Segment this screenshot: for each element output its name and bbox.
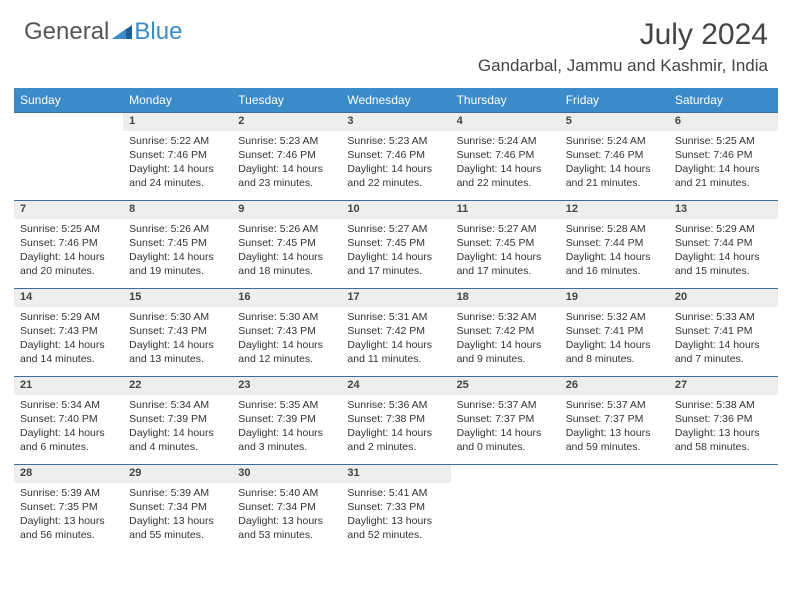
day-content-cell: Sunrise: 5:23 AMSunset: 7:46 PMDaylight:… [341,131,450,201]
day-content-cell: Sunrise: 5:23 AMSunset: 7:46 PMDaylight:… [232,131,341,201]
day-number-cell: 29 [123,465,232,483]
day-header: Tuesday [232,88,341,113]
logo: GeneralBlue [24,18,182,46]
day-content-cell: Sunrise: 5:32 AMSunset: 7:42 PMDaylight:… [451,307,560,377]
day-number-cell: 16 [232,289,341,307]
day-header: Sunday [14,88,123,113]
day-header: Wednesday [341,88,450,113]
day-number-cell: 12 [560,201,669,219]
content-row: Sunrise: 5:34 AMSunset: 7:40 PMDaylight:… [14,395,778,465]
day-number-cell [451,465,560,483]
day-number-cell: 7 [14,201,123,219]
day-content-cell: Sunrise: 5:24 AMSunset: 7:46 PMDaylight:… [451,131,560,201]
day-content-cell [560,483,669,553]
day-number-cell: 5 [560,113,669,131]
day-header: Thursday [451,88,560,113]
daynum-row: 123456 [14,113,778,131]
day-content-cell: Sunrise: 5:30 AMSunset: 7:43 PMDaylight:… [232,307,341,377]
day-number-cell: 10 [341,201,450,219]
day-number-cell: 28 [14,465,123,483]
day-header-row: SundayMondayTuesdayWednesdayThursdayFrid… [14,88,778,113]
day-content-cell: Sunrise: 5:36 AMSunset: 7:38 PMDaylight:… [341,395,450,465]
day-number-cell [669,465,778,483]
day-content-cell: Sunrise: 5:25 AMSunset: 7:46 PMDaylight:… [14,219,123,289]
day-content-cell: Sunrise: 5:29 AMSunset: 7:43 PMDaylight:… [14,307,123,377]
day-content-cell [669,483,778,553]
day-content-cell: Sunrise: 5:25 AMSunset: 7:46 PMDaylight:… [669,131,778,201]
day-number-cell: 1 [123,113,232,131]
day-content-cell [451,483,560,553]
day-number-cell: 24 [341,377,450,395]
day-number-cell: 6 [669,113,778,131]
day-number-cell: 30 [232,465,341,483]
day-content-cell: Sunrise: 5:22 AMSunset: 7:46 PMDaylight:… [123,131,232,201]
day-number-cell: 26 [560,377,669,395]
day-content-cell [14,131,123,201]
logo-triangle-icon [112,18,132,46]
content-row: Sunrise: 5:29 AMSunset: 7:43 PMDaylight:… [14,307,778,377]
day-content-cell: Sunrise: 5:33 AMSunset: 7:41 PMDaylight:… [669,307,778,377]
daynum-row: 28293031 [14,465,778,483]
day-content-cell: Sunrise: 5:34 AMSunset: 7:40 PMDaylight:… [14,395,123,465]
day-content-cell: Sunrise: 5:32 AMSunset: 7:41 PMDaylight:… [560,307,669,377]
daynum-row: 21222324252627 [14,377,778,395]
day-number-cell: 9 [232,201,341,219]
day-number-cell: 21 [14,377,123,395]
content-row: Sunrise: 5:22 AMSunset: 7:46 PMDaylight:… [14,131,778,201]
daynum-row: 78910111213 [14,201,778,219]
day-content-cell: Sunrise: 5:28 AMSunset: 7:44 PMDaylight:… [560,219,669,289]
day-header: Saturday [669,88,778,113]
logo-part1: General [24,18,109,46]
day-header: Monday [123,88,232,113]
day-content-cell: Sunrise: 5:30 AMSunset: 7:43 PMDaylight:… [123,307,232,377]
month-title: July 2024 [478,18,768,52]
day-number-cell: 19 [560,289,669,307]
day-number-cell: 27 [669,377,778,395]
day-content-cell: Sunrise: 5:40 AMSunset: 7:34 PMDaylight:… [232,483,341,553]
calendar-table: SundayMondayTuesdayWednesdayThursdayFrid… [14,88,778,553]
day-content-cell: Sunrise: 5:27 AMSunset: 7:45 PMDaylight:… [451,219,560,289]
logo-part2: Blue [111,18,182,46]
day-content-cell: Sunrise: 5:27 AMSunset: 7:45 PMDaylight:… [341,219,450,289]
day-header: Friday [560,88,669,113]
day-content-cell: Sunrise: 5:26 AMSunset: 7:45 PMDaylight:… [123,219,232,289]
day-number-cell: 17 [341,289,450,307]
day-number-cell: 2 [232,113,341,131]
day-number-cell: 13 [669,201,778,219]
day-number-cell [560,465,669,483]
day-number-cell: 31 [341,465,450,483]
day-number-cell: 3 [341,113,450,131]
location: Gandarbal, Jammu and Kashmir, India [478,56,768,76]
day-content-cell: Sunrise: 5:39 AMSunset: 7:34 PMDaylight:… [123,483,232,553]
day-number-cell: 20 [669,289,778,307]
daynum-row: 14151617181920 [14,289,778,307]
day-content-cell: Sunrise: 5:39 AMSunset: 7:35 PMDaylight:… [14,483,123,553]
day-content-cell: Sunrise: 5:29 AMSunset: 7:44 PMDaylight:… [669,219,778,289]
day-number-cell: 4 [451,113,560,131]
content-row: Sunrise: 5:25 AMSunset: 7:46 PMDaylight:… [14,219,778,289]
day-content-cell: Sunrise: 5:24 AMSunset: 7:46 PMDaylight:… [560,131,669,201]
day-number-cell: 18 [451,289,560,307]
title-block: July 2024 Gandarbal, Jammu and Kashmir, … [478,18,768,76]
day-content-cell: Sunrise: 5:31 AMSunset: 7:42 PMDaylight:… [341,307,450,377]
day-number-cell: 22 [123,377,232,395]
content-row: Sunrise: 5:39 AMSunset: 7:35 PMDaylight:… [14,483,778,553]
day-number-cell: 11 [451,201,560,219]
day-number-cell: 15 [123,289,232,307]
day-number-cell: 14 [14,289,123,307]
day-content-cell: Sunrise: 5:35 AMSunset: 7:39 PMDaylight:… [232,395,341,465]
day-content-cell: Sunrise: 5:34 AMSunset: 7:39 PMDaylight:… [123,395,232,465]
day-content-cell: Sunrise: 5:41 AMSunset: 7:33 PMDaylight:… [341,483,450,553]
header: GeneralBlue July 2024 Gandarbal, Jammu a… [0,0,792,82]
day-content-cell: Sunrise: 5:37 AMSunset: 7:37 PMDaylight:… [560,395,669,465]
day-content-cell: Sunrise: 5:26 AMSunset: 7:45 PMDaylight:… [232,219,341,289]
day-number-cell [14,113,123,131]
day-number-cell: 25 [451,377,560,395]
day-content-cell: Sunrise: 5:38 AMSunset: 7:36 PMDaylight:… [669,395,778,465]
day-number-cell: 8 [123,201,232,219]
day-number-cell: 23 [232,377,341,395]
day-content-cell: Sunrise: 5:37 AMSunset: 7:37 PMDaylight:… [451,395,560,465]
